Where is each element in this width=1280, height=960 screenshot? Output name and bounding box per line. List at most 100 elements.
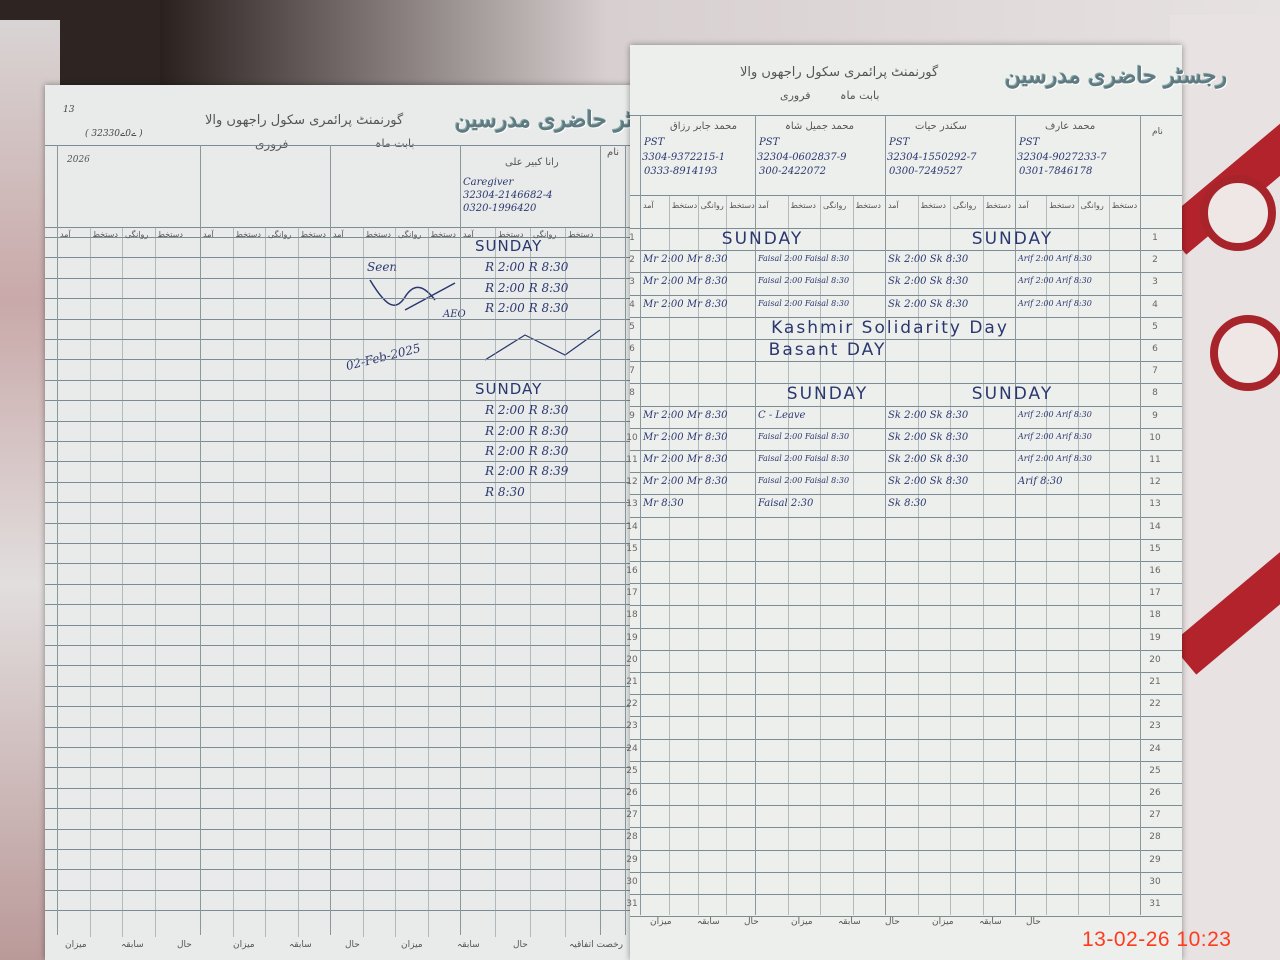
- column-subheader: دستخط: [985, 201, 1011, 210]
- row-number: 25: [1149, 765, 1161, 776]
- row-number: 6: [1152, 344, 1158, 354]
- footer-label: سابقہ: [838, 917, 861, 927]
- column-subheader: دستخط: [365, 230, 391, 239]
- ruled-line: [45, 726, 635, 728]
- teacher-phone: 0333-8914193: [644, 166, 718, 177]
- ruled-line: [45, 400, 635, 402]
- row-number: 2: [1152, 255, 1158, 266]
- teacher-role: PST: [759, 137, 780, 148]
- column-subheader: روانگی: [700, 201, 724, 210]
- row-number: 17: [626, 588, 638, 599]
- column-subheader: دستخط: [790, 201, 816, 210]
- attendance-entry: Arif 2:00 Arif 8:30: [1018, 298, 1092, 308]
- row-number: 28: [626, 832, 638, 843]
- row-number: 13: [1149, 499, 1161, 510]
- row-number: 19: [626, 632, 638, 643]
- ruled-line: [630, 316, 1182, 318]
- ruled-line: [45, 706, 635, 708]
- sub-column-line: [787, 195, 789, 915]
- sub-column-line: [852, 195, 854, 915]
- teacher-cnic: 32304-1550292-7: [887, 152, 977, 163]
- column-subheader: دستخط: [430, 230, 456, 239]
- attendance-entry: Sk 8:30: [888, 498, 927, 510]
- ruled-line: [630, 805, 1182, 807]
- column-line: [600, 145, 601, 935]
- ruled-line: [45, 747, 635, 748]
- ruled-line: [45, 685, 635, 687]
- row-number: 22: [1149, 699, 1161, 710]
- attendance-entry: R 2:00 R 8:30: [485, 403, 569, 418]
- row-number: 6: [629, 344, 635, 354]
- column-subheader: آمد: [333, 230, 344, 239]
- teacher-phone: 0320-1996420: [463, 203, 537, 214]
- handwritten-signature: [369, 279, 456, 311]
- ruled-line: [630, 605, 1182, 607]
- attendance-entry: Mr 2:00 Mr 8:30: [643, 409, 728, 421]
- attendance-entry: R 2:00 R 8:30: [485, 444, 569, 458]
- ruled-line: [630, 272, 1182, 274]
- teacher-name: محمد عارف: [1045, 121, 1096, 132]
- row-number: 3: [1152, 277, 1158, 288]
- sub-column-line: [726, 195, 728, 915]
- attendance-entry: Mr 2:00 Mr 8:30: [643, 431, 728, 443]
- attendance-entry: R 2:00 R 8:30: [485, 301, 569, 316]
- column-subheader: آمد: [643, 201, 654, 210]
- name-label: نام: [1152, 127, 1163, 137]
- span-entry: SUNDAY: [721, 229, 804, 249]
- footer-label: حال: [1026, 917, 1041, 927]
- row-number: 1: [629, 233, 635, 243]
- row-number: 25: [626, 765, 638, 776]
- footer-label: میزان: [233, 940, 255, 950]
- row-number: 4: [629, 299, 635, 310]
- row-number: 13: [626, 499, 638, 510]
- column-line: [625, 145, 626, 935]
- row-number: 5: [1152, 321, 1158, 332]
- row-number: 1: [1152, 233, 1158, 243]
- row-number: 11: [1149, 455, 1161, 465]
- ruled-line: [630, 538, 1182, 540]
- footer-label: سابقہ: [979, 917, 1002, 927]
- row-number: 24: [1149, 743, 1161, 754]
- footer-label: سابقہ: [121, 940, 144, 950]
- ruled-line: [45, 522, 635, 524]
- row-number: 15: [1149, 543, 1161, 554]
- ruled-line: [45, 624, 635, 626]
- ruled-line: [630, 760, 1182, 762]
- ruled-line: [45, 277, 635, 279]
- attendance-entry: Arif 2:00 Arif 8:30: [1018, 409, 1092, 419]
- column-line: [1140, 115, 1141, 915]
- ruled-line: [630, 916, 1182, 918]
- ruled-line: [45, 787, 635, 789]
- row-number: 26: [626, 788, 638, 798]
- teacher-role: Caregiver: [463, 177, 514, 188]
- column-subheader: دستخط: [498, 230, 524, 239]
- ruled-line: [45, 828, 635, 830]
- attendance-entry: Faisal 2:00 Faisal 8:30: [758, 431, 850, 441]
- ruled-line: [45, 237, 635, 238]
- footer-label: سابقہ: [289, 940, 312, 950]
- row-number: 10: [626, 432, 638, 443]
- sub-column-line: [297, 227, 299, 937]
- attendance-entry: Mr 2:00 Mr 8:30: [643, 476, 728, 488]
- sub-column-line: [395, 227, 396, 937]
- row-number: 8: [629, 388, 635, 399]
- attendance-entry: R 8:30: [485, 484, 525, 499]
- attendance-entry: R 2:00 R 8:39: [485, 464, 569, 479]
- row-number: 7: [629, 366, 635, 377]
- row-number: 22: [626, 699, 638, 710]
- teacher-name: محمد جمیل شاہ: [785, 121, 855, 132]
- attendance-entry: Faisal 2:30: [758, 498, 814, 510]
- signature-role: AEO: [443, 309, 466, 320]
- ruled-line: [630, 494, 1182, 496]
- column-subheader: روانگی: [1080, 201, 1104, 210]
- row-number: 27: [1149, 810, 1161, 821]
- teacher-name: محمد جابر رزاق: [670, 121, 737, 132]
- row-number: 18: [1149, 610, 1161, 621]
- column-line: [755, 115, 756, 915]
- sub-column-line: [122, 227, 123, 937]
- header-line: [45, 227, 635, 228]
- ruled-line: [45, 767, 635, 769]
- photo-timestamp: 13-02-26 10:23: [1082, 928, 1232, 951]
- sub-column-line: [495, 227, 496, 937]
- signature-date: 02-Feb-2025: [344, 340, 422, 374]
